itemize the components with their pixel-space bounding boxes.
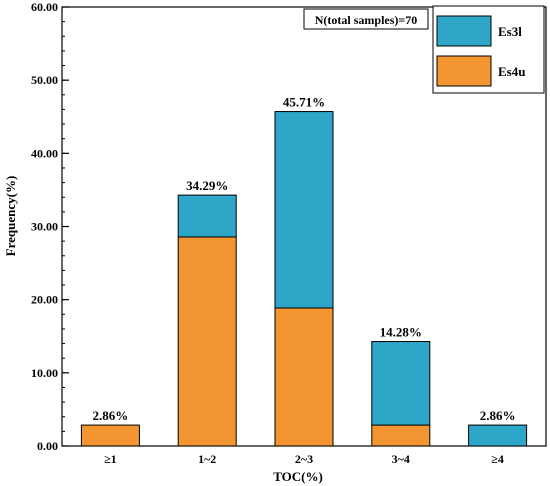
x-tick-label: 1~2 bbox=[198, 452, 216, 466]
bar-segment-es4u bbox=[177, 236, 237, 447]
y-tick-label: 40.00 bbox=[31, 146, 58, 160]
bar-total-label: 2.86% bbox=[480, 408, 516, 423]
x-axis-title: TOC(%) bbox=[273, 469, 323, 484]
y-tick-label: 10.00 bbox=[31, 366, 58, 380]
legend-label-es3l: Es3l bbox=[498, 24, 522, 39]
bar-segment-es4u bbox=[371, 424, 431, 447]
bar-segment-es3l bbox=[468, 424, 528, 447]
x-tick-label: ≥4 bbox=[491, 452, 504, 466]
bars bbox=[80, 111, 528, 447]
y-tick-label: 30.00 bbox=[31, 220, 58, 234]
x-tick-label: 2~3 bbox=[295, 452, 313, 466]
bar-segment-es3l bbox=[371, 341, 431, 426]
data-labels: 2.86% 34.29% 45.71% 14.28% 2.86% bbox=[93, 95, 516, 424]
bar-total-label: 45.71% bbox=[283, 95, 325, 110]
bar-segment-es4u bbox=[80, 424, 140, 447]
legend: Es3l Es4u bbox=[432, 5, 545, 94]
annotation-box: N(total samples)=70 bbox=[303, 8, 429, 30]
y-tick-label: 60.00 bbox=[31, 0, 58, 14]
bar-segment-es3l bbox=[274, 111, 334, 309]
bar-segment-es4u bbox=[274, 307, 334, 447]
bar-segment-es3l bbox=[177, 194, 237, 238]
x-tick-label: 3~4 bbox=[392, 452, 410, 466]
bar-total-label: 2.86% bbox=[93, 408, 129, 423]
sample-count-annotation: N(total samples)=70 bbox=[315, 13, 418, 27]
bar-total-label: 34.29% bbox=[186, 178, 228, 193]
legend-swatch-es3l bbox=[436, 15, 492, 47]
y-tick-label: 0.00 bbox=[37, 439, 58, 453]
legend-swatch-es4u bbox=[436, 55, 492, 87]
bar-total-label: 14.28% bbox=[380, 325, 422, 340]
y-axis-title: Frequency(%) bbox=[3, 176, 18, 257]
y-tick-label: 50.00 bbox=[31, 73, 58, 87]
y-tick-label: 20.00 bbox=[31, 293, 58, 307]
legend-label-es4u: Es4u bbox=[498, 64, 525, 79]
x-tick-label: ≥1 bbox=[104, 452, 117, 466]
